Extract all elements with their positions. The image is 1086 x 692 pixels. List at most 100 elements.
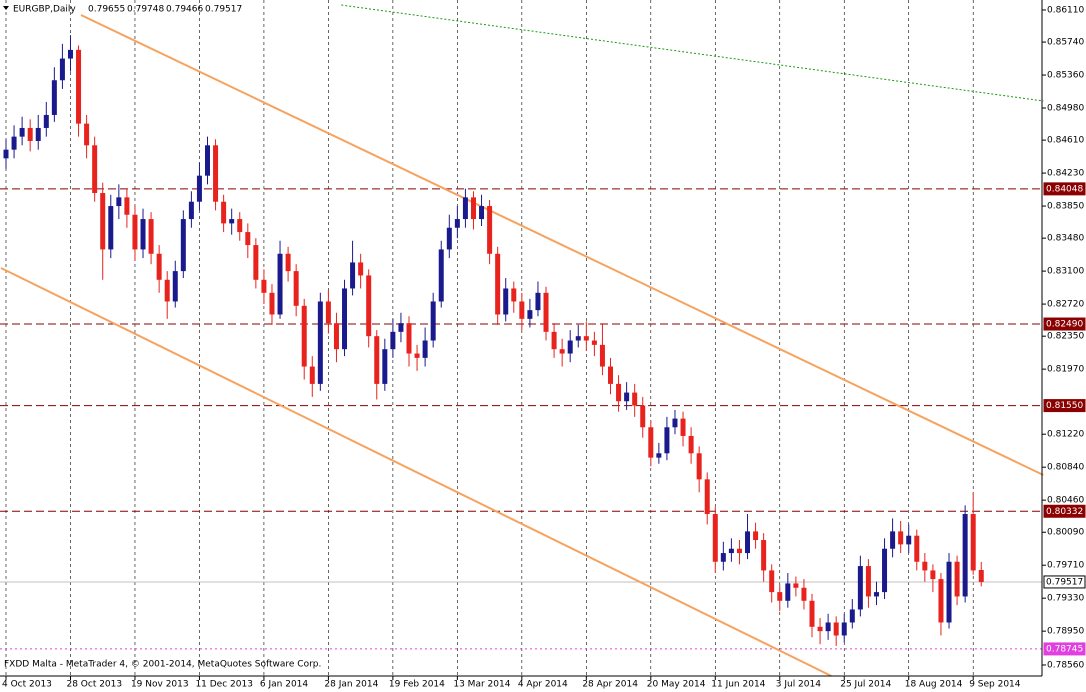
candle-body	[317, 301, 323, 384]
y-tick-label: 0.84980	[1047, 104, 1084, 114]
candle-body	[890, 531, 896, 549]
x-tick-label: 19 Nov 2013	[131, 680, 189, 690]
x-tick-label: 28 Apr 2014	[582, 680, 638, 690]
candle-body	[406, 323, 412, 354]
candle-body	[616, 383, 622, 402]
candle-body	[470, 197, 476, 220]
footer: FXDD Malta - MetaTrader 4, © 2001-2014, …	[4, 660, 321, 670]
trendline	[0, 267, 832, 677]
candle-body	[438, 249, 444, 302]
candle-body	[261, 279, 267, 293]
candle-body	[180, 219, 186, 272]
candle-body	[350, 262, 356, 289]
y-tick-label: 0.86110	[1047, 5, 1084, 15]
candle-body	[100, 193, 106, 250]
candle-body	[938, 579, 944, 623]
candle-body	[769, 570, 775, 593]
candle-body	[390, 331, 396, 350]
candle-body	[398, 323, 404, 332]
candle-body	[882, 548, 888, 593]
level-label: 0.79517	[1046, 577, 1083, 587]
candle-body	[736, 548, 742, 554]
candle-body	[575, 336, 581, 341]
candle-body	[164, 279, 170, 302]
header: EURGBP,Daily 0.79655 0.79748 0.79466 0.7951…	[3, 5, 242, 15]
candle-body	[720, 553, 726, 562]
candle-body	[833, 622, 839, 636]
candle-body	[849, 609, 855, 623]
candle-body	[430, 301, 436, 341]
candle-body	[358, 262, 364, 276]
candle-body	[672, 418, 678, 428]
candle-body	[624, 392, 630, 402]
candle-body	[213, 145, 219, 202]
candle-body	[156, 253, 162, 280]
candle-body	[221, 201, 227, 224]
y-tick-label: 0.79330	[1047, 594, 1084, 604]
candle-body	[196, 175, 202, 202]
candle-body	[648, 427, 654, 458]
candle-body	[59, 58, 65, 81]
candle-body	[841, 622, 847, 636]
candle-body	[954, 561, 960, 597]
candle-body	[696, 453, 702, 480]
candle-body	[777, 592, 783, 601]
candle-body	[269, 292, 275, 315]
candle-body	[333, 323, 339, 350]
y-tick-label: 0.78950	[1047, 627, 1084, 637]
candle-body	[374, 336, 380, 384]
candle-body	[511, 288, 517, 302]
candle-body	[487, 206, 493, 254]
y-tick-label: 0.83480	[1047, 234, 1084, 244]
header-value: 0.79748	[127, 5, 164, 15]
candle-body	[857, 566, 863, 610]
candle-body	[253, 245, 259, 280]
level-label-box	[1043, 504, 1086, 518]
candle-body	[640, 405, 646, 428]
candle-body	[591, 340, 597, 345]
x-tick-label: 19 Feb 2014	[389, 680, 445, 690]
candle-body	[656, 453, 662, 458]
trendlines	[0, 4, 1044, 677]
candle-body	[342, 288, 348, 350]
y-tick-label: 0.84610	[1047, 136, 1084, 146]
candle-body	[914, 535, 920, 562]
x-tick-label: 11 Dec 2013	[195, 680, 253, 690]
x-tick-label: 28 Jan 2014	[324, 680, 378, 690]
candle-body	[382, 349, 388, 384]
candle-body	[92, 145, 98, 194]
candle-body	[946, 561, 952, 623]
x-tick-label: 28 Oct 2013	[66, 680, 122, 690]
candle-body	[632, 392, 638, 406]
candle-body	[454, 219, 460, 228]
candle-body	[446, 227, 452, 250]
candle-body	[67, 49, 73, 59]
level-label-box	[1043, 575, 1086, 589]
candle-body	[898, 531, 904, 545]
candle-body	[753, 531, 759, 541]
candle-body	[325, 301, 331, 324]
candle-body	[728, 548, 734, 554]
menu-arrow	[3, 6, 9, 10]
x-tick-label: 25 Jul 2014	[840, 680, 891, 690]
y-tick-label: 0.81220	[1047, 430, 1084, 440]
candle-body	[608, 366, 613, 384]
x-tick-label: 6 Jan 2014	[260, 680, 308, 690]
candle-body	[366, 275, 372, 337]
candle-body	[664, 427, 670, 454]
candle-body	[277, 253, 283, 315]
candle-body	[51, 80, 57, 115]
y-tick-label: 0.83100	[1047, 267, 1084, 277]
candle-body	[527, 310, 533, 319]
candle-body	[599, 344, 605, 367]
candle-body	[309, 366, 315, 384]
candle-body	[970, 514, 976, 571]
candle-body	[785, 583, 791, 601]
level-label: 0.82490	[1046, 320, 1083, 330]
axis-labels: 0.86110 0.85740 0.85360 0.84980 0.84610 0.842…	[2, 5, 1086, 690]
x-tick-label: 4 Apr 2014	[518, 680, 568, 690]
candle-body	[809, 600, 815, 627]
x-tick-label: 9 Sep 2014	[969, 680, 1021, 690]
